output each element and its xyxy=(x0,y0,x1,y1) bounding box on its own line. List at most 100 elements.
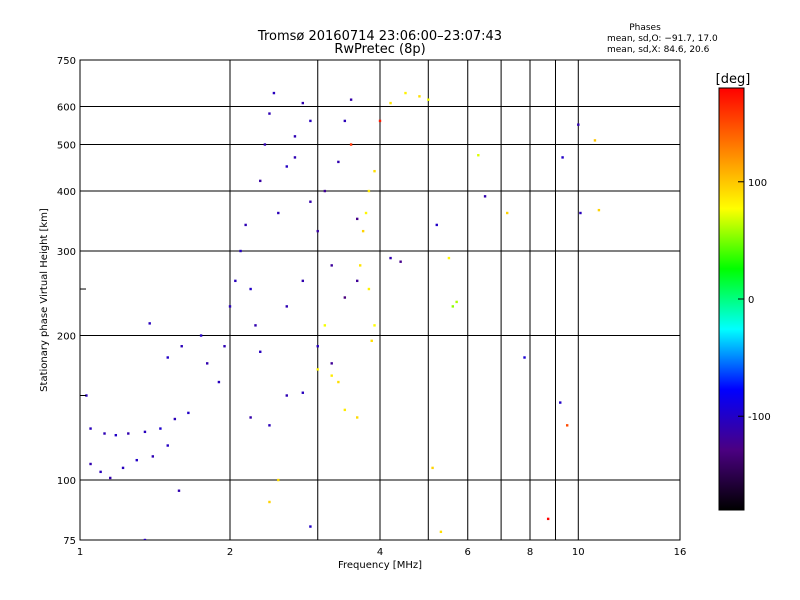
data-point xyxy=(361,229,365,233)
data-point xyxy=(239,249,242,253)
data-point xyxy=(370,339,373,343)
data-point xyxy=(561,156,564,159)
data-point xyxy=(263,143,267,146)
data-point xyxy=(323,324,327,327)
data-point xyxy=(389,256,392,260)
data-point xyxy=(268,500,271,504)
data-point xyxy=(103,432,106,435)
data-point xyxy=(373,169,376,173)
data-point xyxy=(89,427,92,430)
grid xyxy=(79,59,681,541)
data-point xyxy=(373,324,376,327)
y-tick-label: 400 xyxy=(57,187,76,198)
data-point xyxy=(223,345,226,348)
chart-title: Tromsø 20160714 23:06:00–23:07:43 xyxy=(257,29,502,44)
x-axis-label: Frequency [MHz] xyxy=(338,560,422,571)
data-point xyxy=(523,356,526,359)
data-point xyxy=(505,211,509,215)
data-point xyxy=(114,433,118,437)
x-tick-label: 2 xyxy=(227,547,233,558)
data-point xyxy=(364,211,368,215)
data-point xyxy=(330,374,333,377)
data-point xyxy=(151,455,155,458)
data-point xyxy=(355,217,359,221)
y-axis-label: Stationary phase Virtual Height [km] xyxy=(39,208,50,392)
data-point xyxy=(378,119,382,123)
data-point xyxy=(337,160,340,164)
data-point xyxy=(259,350,262,353)
data-point xyxy=(135,458,138,462)
data-point xyxy=(89,462,92,466)
x-axis: 1 2 4 6 8 10 16 xyxy=(77,547,687,558)
x-tick-label: 8 xyxy=(527,547,533,558)
data-point xyxy=(249,287,252,291)
y-tick-label: 750 xyxy=(57,56,76,67)
data-point xyxy=(217,380,221,384)
y-tick-label: 600 xyxy=(57,103,76,114)
data-point xyxy=(301,279,305,283)
phase-stats-x: mean, sd,X: 84.6, 20.6 xyxy=(607,45,710,55)
x-tick-label: 4 xyxy=(377,547,383,558)
data-point xyxy=(367,189,371,193)
data-point xyxy=(285,305,288,308)
data-point xyxy=(451,305,455,308)
x-tick-label: 6 xyxy=(465,547,471,558)
data-point xyxy=(301,391,305,394)
data-point xyxy=(477,154,480,157)
colorbar-label: [deg] xyxy=(716,72,751,87)
data-point xyxy=(180,345,183,348)
data-point xyxy=(205,362,209,365)
data-point xyxy=(143,430,147,434)
data-point xyxy=(455,300,458,304)
data-point xyxy=(579,211,582,215)
data-point xyxy=(249,416,252,419)
y-tick-label: 75 xyxy=(63,536,76,547)
data-point xyxy=(337,380,340,384)
data-point xyxy=(309,525,312,528)
data-point xyxy=(301,101,305,105)
data-point xyxy=(109,476,112,480)
data-point xyxy=(293,156,297,159)
data-point xyxy=(277,478,280,482)
data-point xyxy=(399,260,402,263)
data-point xyxy=(577,123,580,126)
data-point xyxy=(483,195,487,198)
data-point xyxy=(234,279,237,283)
colorbar-tick-label: 100 xyxy=(748,178,767,189)
data-point xyxy=(143,538,147,540)
data-point xyxy=(389,101,392,105)
data-point xyxy=(166,356,169,359)
data-point xyxy=(358,264,362,267)
data-point xyxy=(268,112,271,115)
x-tick-label: 10 xyxy=(572,547,585,558)
chart-subtitle: RwPretec (8p) xyxy=(334,42,425,57)
data-point xyxy=(187,411,190,415)
data-point xyxy=(99,470,102,474)
data-point xyxy=(593,139,597,142)
data-point xyxy=(277,211,280,215)
data-point xyxy=(367,287,371,291)
data-point xyxy=(418,95,421,98)
data-point xyxy=(148,322,151,325)
data-point xyxy=(285,394,288,397)
data-point xyxy=(177,489,181,492)
data-point xyxy=(349,143,353,146)
data-point xyxy=(309,200,312,203)
data-point xyxy=(330,362,333,365)
data-point xyxy=(121,466,125,470)
data-point xyxy=(355,279,359,283)
y-tick-label: 300 xyxy=(57,247,76,258)
data-point xyxy=(330,264,333,267)
data-point xyxy=(166,444,169,447)
data-points xyxy=(85,91,601,540)
phase-stats-heading: Phases xyxy=(629,23,661,33)
data-point xyxy=(546,517,550,521)
data-point xyxy=(228,305,232,308)
data-point xyxy=(559,401,562,404)
data-point xyxy=(343,119,347,123)
data-point xyxy=(355,416,359,419)
data-point xyxy=(316,345,319,348)
x-tick-label: 1 xyxy=(77,547,83,558)
y-axis: 75 100 200 300 400 500 600 750 xyxy=(57,56,86,547)
colorbar-ticks: 100 0 -100 xyxy=(738,178,771,423)
